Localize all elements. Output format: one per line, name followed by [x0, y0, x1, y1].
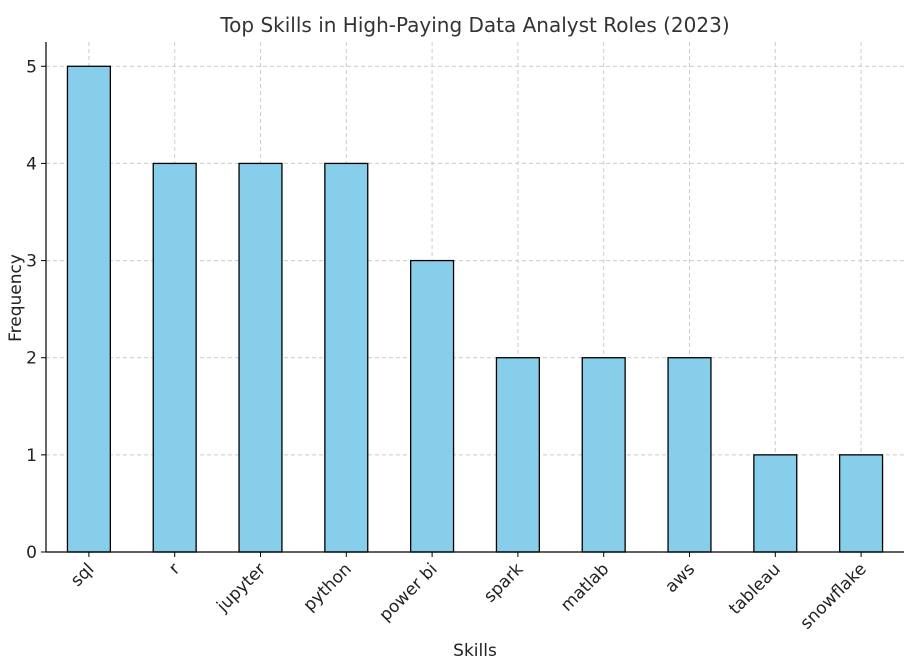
x-tick-label-tableau: tableau	[725, 559, 785, 619]
y-tick-label: 3	[26, 252, 37, 272]
bar-jupyter	[238, 162, 283, 553]
y-tick-label: 0	[26, 543, 37, 563]
bar-power-bi	[409, 259, 455, 553]
bar-tableau	[753, 454, 798, 553]
y-tick-label: 2	[26, 349, 37, 369]
x-tick-label-r: r	[165, 559, 184, 578]
bar-spark	[495, 357, 541, 553]
x-tick-label-sql: sql	[67, 559, 98, 590]
x-tick-label-python: python	[300, 559, 356, 615]
x-axis-title: Skills	[453, 641, 497, 661]
y-axis-title: Frequency	[6, 254, 26, 342]
y-tick-label: 5	[26, 57, 37, 77]
bar-sql	[66, 65, 111, 553]
x-tick-label-spark: spark	[480, 559, 527, 606]
bar-python	[324, 162, 369, 553]
bar-snowflake	[839, 454, 884, 553]
y-tick-label: 1	[26, 446, 37, 466]
y-tick-layer: 0 1 2 3 4 5	[26, 57, 46, 563]
bar-aws	[667, 357, 712, 553]
bar-layer	[66, 65, 884, 553]
x-tick-label-aws: aws	[661, 559, 699, 597]
x-tick-label-snowflake: snowflake	[797, 559, 871, 633]
x-tick-label-jupyter: jupyter	[212, 559, 270, 617]
chart-title: Top Skills in High-Paying Data Analyst R…	[219, 13, 729, 37]
bar-r	[152, 162, 197, 553]
bar-matlab	[581, 357, 626, 553]
x-tick-label-matlab: matlab	[557, 559, 613, 615]
x-tick-layer: sql r jupyter python power bi spark matlab aws t…	[67, 552, 871, 633]
x-tick-label-power-bi: power bi	[376, 559, 442, 625]
y-tick-label: 4	[26, 154, 37, 174]
